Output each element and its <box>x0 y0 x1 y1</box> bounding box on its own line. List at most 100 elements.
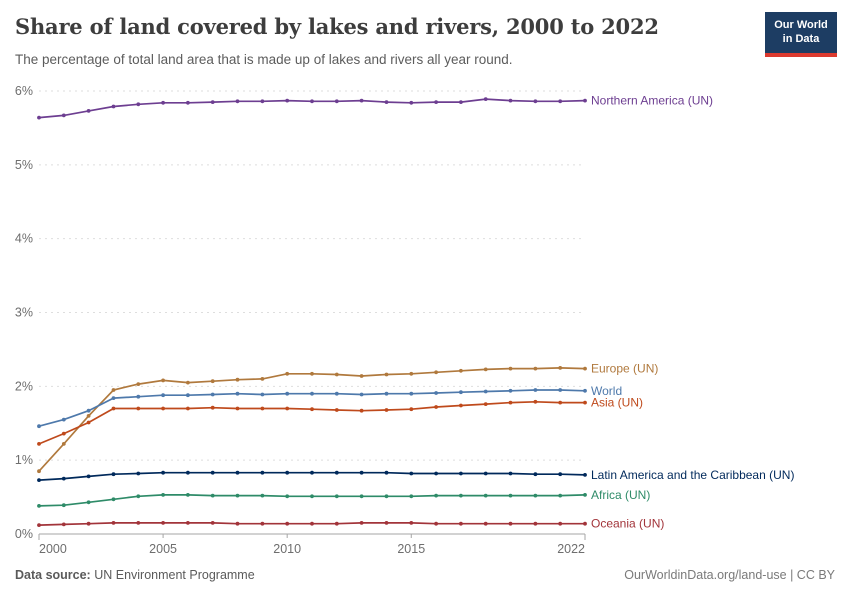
data-point[interactable] <box>508 400 513 405</box>
data-point[interactable] <box>409 407 414 412</box>
data-point[interactable] <box>310 521 314 526</box>
data-point[interactable] <box>210 405 215 410</box>
data-point[interactable] <box>359 408 364 413</box>
data-point[interactable] <box>434 100 438 104</box>
data-point[interactable] <box>37 478 41 482</box>
data-point[interactable] <box>334 391 339 396</box>
data-point[interactable] <box>533 399 538 404</box>
data-point[interactable] <box>409 391 414 396</box>
data-point[interactable] <box>533 366 538 371</box>
data-point[interactable] <box>260 392 265 397</box>
data-point[interactable] <box>459 368 463 373</box>
data-point[interactable] <box>384 372 389 377</box>
data-point[interactable] <box>558 493 563 498</box>
data-point[interactable] <box>235 493 240 498</box>
series-northern-america-un[interactable]: Northern America (UN) <box>37 94 713 120</box>
data-point[interactable] <box>86 408 91 413</box>
data-point[interactable] <box>37 469 41 474</box>
series-oceania-un[interactable]: Oceania (UN) <box>37 517 664 531</box>
data-point[interactable] <box>285 371 290 376</box>
data-point[interactable] <box>310 494 314 499</box>
data-point[interactable] <box>558 99 563 104</box>
data-point[interactable] <box>260 470 265 475</box>
data-point[interactable] <box>285 470 290 475</box>
data-point[interactable] <box>583 98 587 103</box>
series-world[interactable]: World <box>37 384 622 429</box>
data-point[interactable] <box>111 396 116 400</box>
data-point[interactable] <box>235 406 240 411</box>
data-point[interactable] <box>186 380 190 385</box>
data-point[interactable] <box>186 493 190 497</box>
data-point[interactable] <box>111 521 116 525</box>
data-point[interactable] <box>409 371 414 376</box>
data-point[interactable] <box>359 374 364 378</box>
data-point[interactable] <box>334 408 339 412</box>
data-point[interactable] <box>483 493 488 498</box>
data-point[interactable] <box>136 521 141 525</box>
data-point[interactable] <box>37 523 41 527</box>
data-point[interactable] <box>111 497 116 502</box>
data-point[interactable] <box>384 494 389 499</box>
data-point[interactable] <box>359 494 364 499</box>
data-point[interactable] <box>210 470 215 475</box>
data-point[interactable] <box>61 503 66 508</box>
data-point[interactable] <box>161 406 166 411</box>
data-point[interactable] <box>483 367 488 372</box>
data-point[interactable] <box>558 388 563 392</box>
data-point[interactable] <box>434 521 438 526</box>
data-point[interactable] <box>136 102 141 107</box>
data-point[interactable] <box>533 99 538 104</box>
data-point[interactable] <box>583 400 587 405</box>
data-point[interactable] <box>136 494 141 499</box>
data-point[interactable] <box>459 403 463 408</box>
series-label-europe-un[interactable]: Europe (UN) <box>591 362 658 376</box>
data-point[interactable] <box>384 391 389 396</box>
data-point[interactable] <box>260 99 265 104</box>
data-point[interactable] <box>334 494 339 499</box>
data-point[interactable] <box>61 522 66 527</box>
series-label-oceania-un[interactable]: Oceania (UN) <box>591 517 664 531</box>
data-point[interactable] <box>37 424 41 429</box>
data-point[interactable] <box>310 371 314 376</box>
data-point[interactable] <box>508 388 513 393</box>
data-point[interactable] <box>310 99 314 104</box>
data-point[interactable] <box>61 113 66 118</box>
series-label-asia-un[interactable]: Asia (UN) <box>591 396 643 410</box>
credit-link[interactable]: OurWorldinData.org/land-use | CC BY <box>624 568 835 582</box>
data-point[interactable] <box>459 471 463 476</box>
data-point[interactable] <box>434 493 438 498</box>
data-point[interactable] <box>161 521 166 525</box>
data-point[interactable] <box>61 431 66 436</box>
data-point[interactable] <box>434 405 438 409</box>
data-point[interactable] <box>384 408 389 412</box>
series-africa-un[interactable]: Africa (UN) <box>37 488 650 508</box>
data-point[interactable] <box>161 378 166 383</box>
data-point[interactable] <box>61 442 66 446</box>
data-point[interactable] <box>186 100 190 105</box>
data-point[interactable] <box>533 521 538 526</box>
series-latin-america-and-the-caribbean-un[interactable]: Latin America and the Caribbean (UN) <box>37 468 794 482</box>
data-point[interactable] <box>136 394 141 399</box>
data-point[interactable] <box>359 521 364 525</box>
data-point[interactable] <box>235 99 240 104</box>
data-point[interactable] <box>359 470 364 475</box>
data-point[interactable] <box>37 115 41 120</box>
data-point[interactable] <box>334 99 339 104</box>
data-point[interactable] <box>384 470 389 475</box>
data-point[interactable] <box>86 420 91 425</box>
data-point[interactable] <box>161 100 166 105</box>
data-point[interactable] <box>186 470 190 475</box>
data-point[interactable] <box>583 366 587 371</box>
data-point[interactable] <box>285 494 290 499</box>
data-point[interactable] <box>285 521 290 526</box>
data-point[interactable] <box>136 382 141 386</box>
data-point[interactable] <box>483 402 488 406</box>
data-point[interactable] <box>260 493 265 498</box>
data-point[interactable] <box>384 521 389 525</box>
data-point[interactable] <box>334 521 339 526</box>
data-point[interactable] <box>260 377 265 381</box>
line-chart-canvas[interactable]: 0% 1% 2% 3% 4% 5% 6% 2000 2005 2010 2015 2022 Northe… <box>0 80 850 560</box>
data-point[interactable] <box>111 104 116 109</box>
data-point[interactable] <box>508 493 513 498</box>
data-point[interactable] <box>186 521 190 525</box>
